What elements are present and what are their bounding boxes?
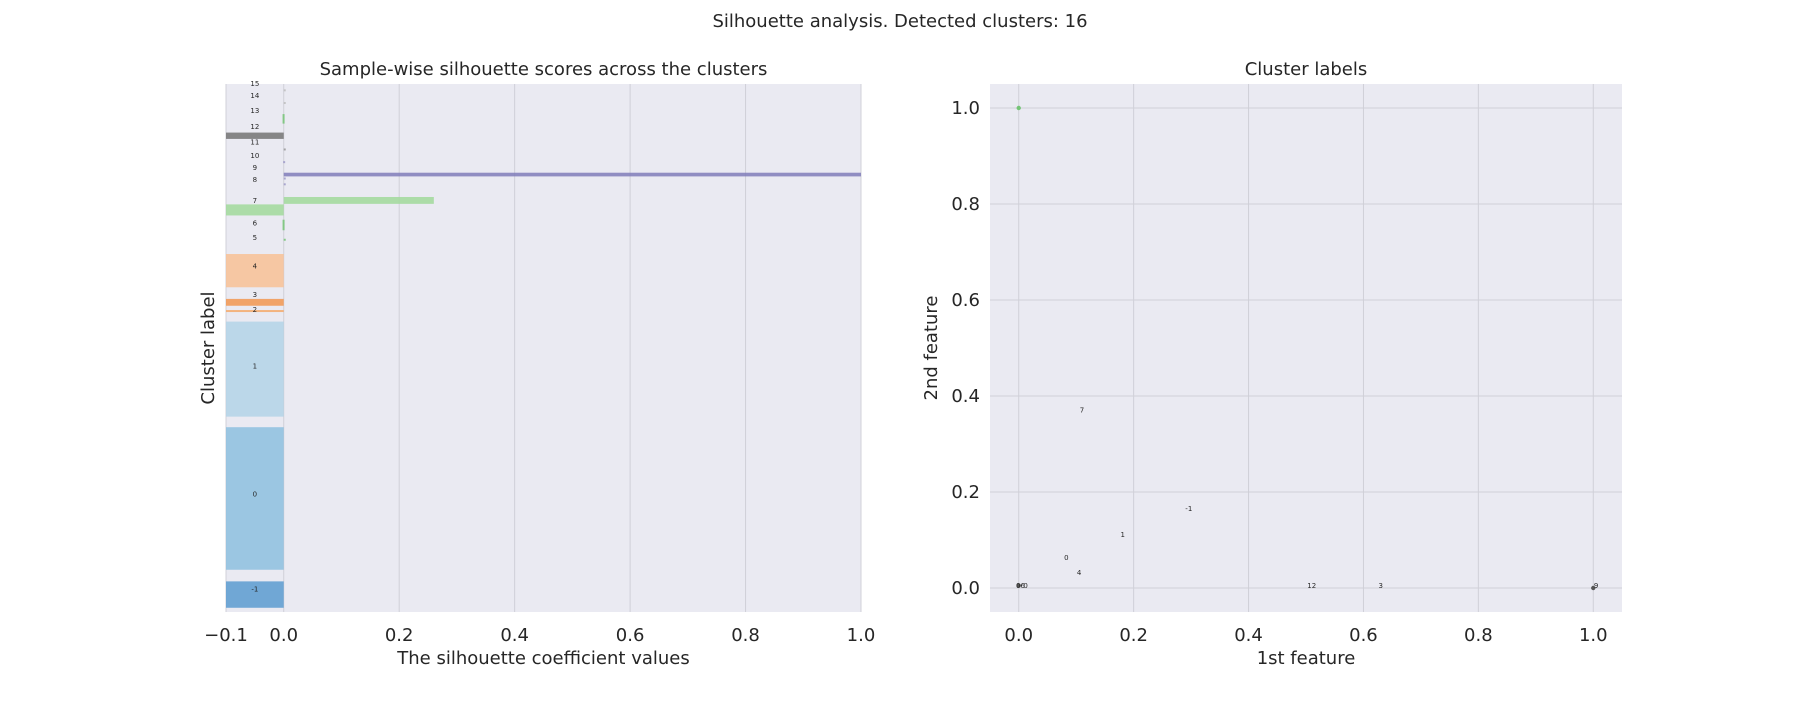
silhouette-cluster-label: 2	[253, 306, 257, 314]
silhouette-bar-cluster-7	[283, 196, 434, 204]
scatter-x-tick-label: 1.0	[1579, 625, 1608, 646]
silhouette-cluster-label: -1	[251, 585, 258, 593]
scatter-x-tick-label: 0.8	[1464, 625, 1493, 646]
scatter-title: Cluster labels	[1245, 59, 1368, 80]
silhouette-x-tick-label: 1.0	[847, 625, 876, 646]
silhouette-cluster-label: 9	[253, 164, 257, 172]
scatter-y-tick-label: 1.0	[951, 98, 980, 119]
scatter-point	[1016, 583, 1021, 588]
silhouette-bar-cluster-7	[226, 204, 284, 216]
silhouette-plot-area	[226, 84, 861, 612]
silhouette-bar-cluster-13	[282, 114, 285, 124]
silhouette-x-tick-label: 0.4	[500, 625, 529, 646]
silhouette-cluster-label: 0	[253, 490, 257, 498]
silhouette-bar-cluster-0	[226, 427, 284, 570]
scatter-cluster-annotation: 4	[1077, 569, 1082, 577]
silhouette-bar-cluster-2	[226, 310, 284, 313]
scatter-point	[1591, 585, 1596, 591]
scatter-cluster-annotation: 9	[1594, 582, 1598, 590]
silhouette-cluster-label: 5	[253, 234, 257, 242]
silhouette-cluster-label: 1	[253, 362, 257, 370]
figure-title: Silhouette analysis. Detected clusters: …	[712, 11, 1087, 32]
scatter-x-tick-label: 0.2	[1119, 625, 1148, 646]
silhouette-x-tick-label: 0.6	[616, 625, 645, 646]
silhouette-cluster-label: 10	[250, 152, 259, 160]
silhouette-bar-cluster-1	[226, 321, 284, 417]
silhouette-title: Sample-wise silhouette scores across the…	[320, 59, 768, 80]
silhouette-x-tick-label: 0.2	[385, 625, 414, 646]
silhouette-cluster-label: 11	[250, 139, 259, 147]
scatter-y-tick-label: 0.8	[951, 194, 980, 215]
scatter-cluster-annotation: 0	[1064, 554, 1068, 562]
scatter-cluster-annotation: 06	[1016, 582, 1025, 590]
scatter-x-ticks: 0.0 0.2 0.4 0.6 0.8 1.0	[1004, 625, 1607, 646]
silhouette-cluster-label: 12	[250, 123, 259, 131]
scatter-grid	[990, 84, 1622, 612]
silhouette-bar-cluster-4	[226, 254, 284, 288]
scatter-y-tick-label: 0.4	[951, 386, 980, 407]
silhouette-grid	[225, 84, 862, 612]
scatter-y-tick-label: 0.6	[951, 290, 980, 311]
silhouette-bar-cluster-15	[283, 89, 286, 92]
scatter-y-label: 2nd feature	[921, 296, 942, 401]
scatter-cluster-annotation: 12	[1307, 582, 1316, 590]
scatter-x-tick-label: 0.4	[1234, 625, 1263, 646]
silhouette-cluster-label: 15	[250, 80, 259, 88]
scatter-cluster-annotation: 0	[1023, 582, 1027, 590]
scatter-cluster-annotation: 1	[1120, 531, 1124, 539]
silhouette-cluster-label: 8	[253, 176, 257, 184]
scatter-points	[1016, 105, 1596, 591]
scatter-plot-area	[990, 84, 1622, 612]
scatter-y-tick-label: 0.0	[951, 578, 980, 599]
silhouette-cluster-label: 14	[250, 92, 259, 100]
silhouette-cluster-label: 6	[253, 219, 258, 227]
silhouette-bar-cluster-11	[283, 148, 286, 151]
silhouette-bar-cluster-10	[283, 161, 286, 164]
silhouette-x-ticks: −0.1 0.0 0.2 0.4 0.6 0.8 1.0	[204, 625, 875, 646]
silhouette-y-label: Cluster label	[198, 291, 219, 404]
silhouette-bar-cluster-3	[226, 298, 284, 306]
scatter-cluster-annotation: 3	[1378, 582, 1382, 590]
silhouette-cluster-label: 3	[253, 291, 257, 299]
silhouette-x-tick-label: −0.1	[204, 625, 248, 646]
silhouette-x-label: The silhouette coefficient values	[396, 648, 689, 669]
scatter-y-tick-label: 0.2	[951, 482, 980, 503]
silhouette-x-tick-label: 0.8	[731, 625, 760, 646]
scatter-x-tick-label: 0.6	[1349, 625, 1378, 646]
silhouette-bar-cluster-9	[283, 172, 861, 177]
silhouette-bar-cluster-12	[226, 132, 284, 139]
silhouette-bar-cluster-14	[283, 102, 286, 105]
silhouette-cluster-label: 13	[250, 107, 259, 115]
silhouette-bar-cluster-6	[282, 219, 285, 231]
silhouette-x-tick-label: 0.0	[269, 625, 298, 646]
scatter-x-label: 1st feature	[1257, 648, 1356, 669]
scatter-cluster-annotation: 7	[1080, 406, 1084, 414]
silhouette-bar-cluster-8	[283, 183, 286, 186]
silhouette-bar-cluster-9	[283, 177, 286, 180]
silhouette-bar-cluster-5	[283, 238, 286, 241]
silhouette-bar-cluster--1	[226, 581, 284, 608]
scatter-y-ticks: 0.0 0.2 0.4 0.6 0.8 1.0	[951, 98, 980, 599]
scatter-x-tick-label: 0.0	[1004, 625, 1033, 646]
silhouette-cluster-label: 4	[253, 263, 258, 271]
silhouette-bars	[226, 89, 861, 608]
scatter-cluster-annotation: -1	[1185, 505, 1192, 513]
silhouette-cluster-label: 7	[253, 197, 257, 205]
scatter-point	[1016, 105, 1021, 111]
